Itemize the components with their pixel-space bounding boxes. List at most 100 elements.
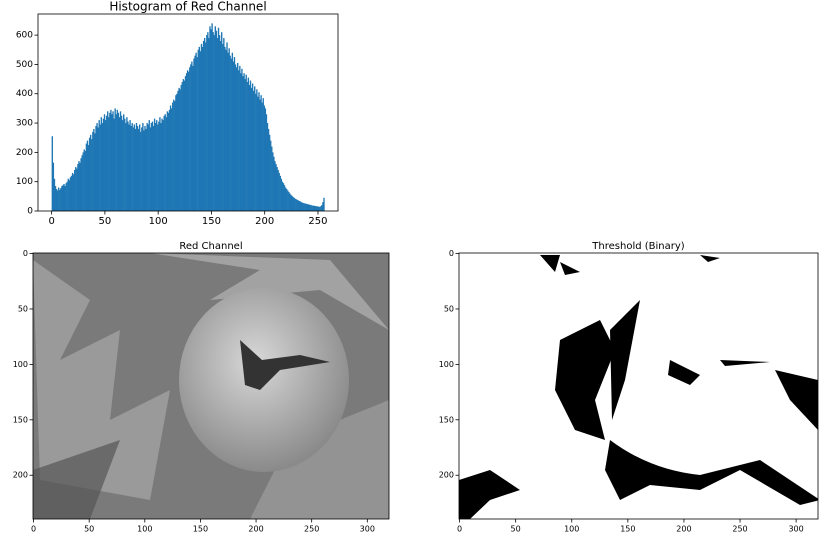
bar [296, 199, 299, 211]
bar [166, 111, 169, 211]
bar [233, 57, 236, 211]
bar [144, 125, 146, 211]
y-tick-label: 150 [13, 415, 28, 424]
bar [208, 38, 210, 211]
x-tick-label: 100 [149, 216, 168, 227]
y-tick-label: 100 [439, 360, 454, 369]
bar [259, 99, 261, 211]
bar [83, 149, 85, 211]
bar [86, 140, 89, 211]
y-tick-label: 150 [439, 415, 454, 424]
bar [258, 92, 260, 211]
bar [319, 206, 321, 211]
bar [304, 203, 306, 211]
x-tick-label: 300 [788, 525, 803, 534]
bar [119, 111, 122, 211]
y-tick-label: 100 [16, 177, 33, 187]
bar [323, 197, 325, 211]
bar [297, 200, 300, 211]
bar [170, 108, 173, 211]
bar [167, 112, 170, 211]
bar [198, 46, 201, 212]
y-tick-label: 50 [18, 304, 28, 313]
bar [261, 102, 263, 211]
bar [214, 26, 216, 211]
bar [260, 95, 262, 211]
bar [282, 183, 285, 211]
bar [298, 201, 301, 211]
bar [64, 186, 66, 211]
y-tick-label: 600 [16, 31, 33, 41]
y-tick-label: 100 [13, 360, 28, 369]
bar [286, 189, 288, 211]
bar [94, 133, 96, 211]
bar [162, 120, 164, 211]
bar [153, 118, 156, 211]
bar [228, 48, 230, 212]
bar [189, 67, 191, 212]
y-tick-label: 200 [439, 471, 454, 480]
bar [314, 206, 317, 211]
bar [77, 164, 79, 211]
bar [105, 115, 108, 211]
bar [303, 203, 305, 211]
bar [196, 57, 198, 211]
bar [101, 123, 104, 211]
bar [276, 167, 278, 211]
bar [271, 146, 273, 211]
x-tick-label: 200 [255, 216, 274, 227]
bar [312, 205, 315, 211]
bar [200, 43, 203, 211]
bar [306, 203, 308, 211]
bar [223, 38, 225, 211]
bar [288, 191, 290, 211]
bar [81, 155, 83, 211]
bar [116, 109, 118, 211]
bar [295, 199, 297, 211]
bar [152, 125, 155, 211]
bar [224, 46, 226, 212]
bar [124, 118, 126, 211]
bar [264, 108, 267, 211]
bar [250, 87, 253, 211]
bar [235, 67, 238, 212]
bar [291, 195, 293, 211]
bar [265, 114, 268, 211]
bar [141, 127, 143, 211]
bar [58, 187, 60, 211]
y-tick-label: 400 [16, 89, 33, 99]
threshold-image [459, 253, 818, 519]
bar [140, 131, 142, 211]
bar [201, 46, 204, 212]
bar [178, 87, 180, 211]
bar [321, 205, 323, 211]
bar [175, 95, 177, 211]
bar [289, 193, 291, 211]
bar [161, 118, 163, 211]
bar [109, 112, 111, 211]
bar [61, 186, 63, 211]
bar [79, 162, 81, 211]
bar [158, 121, 160, 211]
bar [129, 120, 131, 211]
x-tick-label: 50 [511, 525, 521, 534]
bar [168, 109, 171, 211]
bar [242, 76, 244, 212]
bar [173, 99, 175, 211]
bar [192, 65, 194, 211]
bar [293, 197, 295, 211]
x-tick-label: 50 [99, 216, 112, 227]
bar [62, 185, 64, 211]
bar [54, 186, 57, 211]
bar [294, 198, 296, 211]
bar [225, 49, 227, 212]
bar [172, 102, 174, 211]
x-tick-label: 0 [457, 525, 462, 534]
bar [159, 117, 161, 211]
x-tick-label: 250 [308, 216, 327, 227]
bar [72, 174, 75, 211]
bar [203, 38, 206, 211]
bar [74, 169, 76, 211]
bar [95, 125, 97, 211]
